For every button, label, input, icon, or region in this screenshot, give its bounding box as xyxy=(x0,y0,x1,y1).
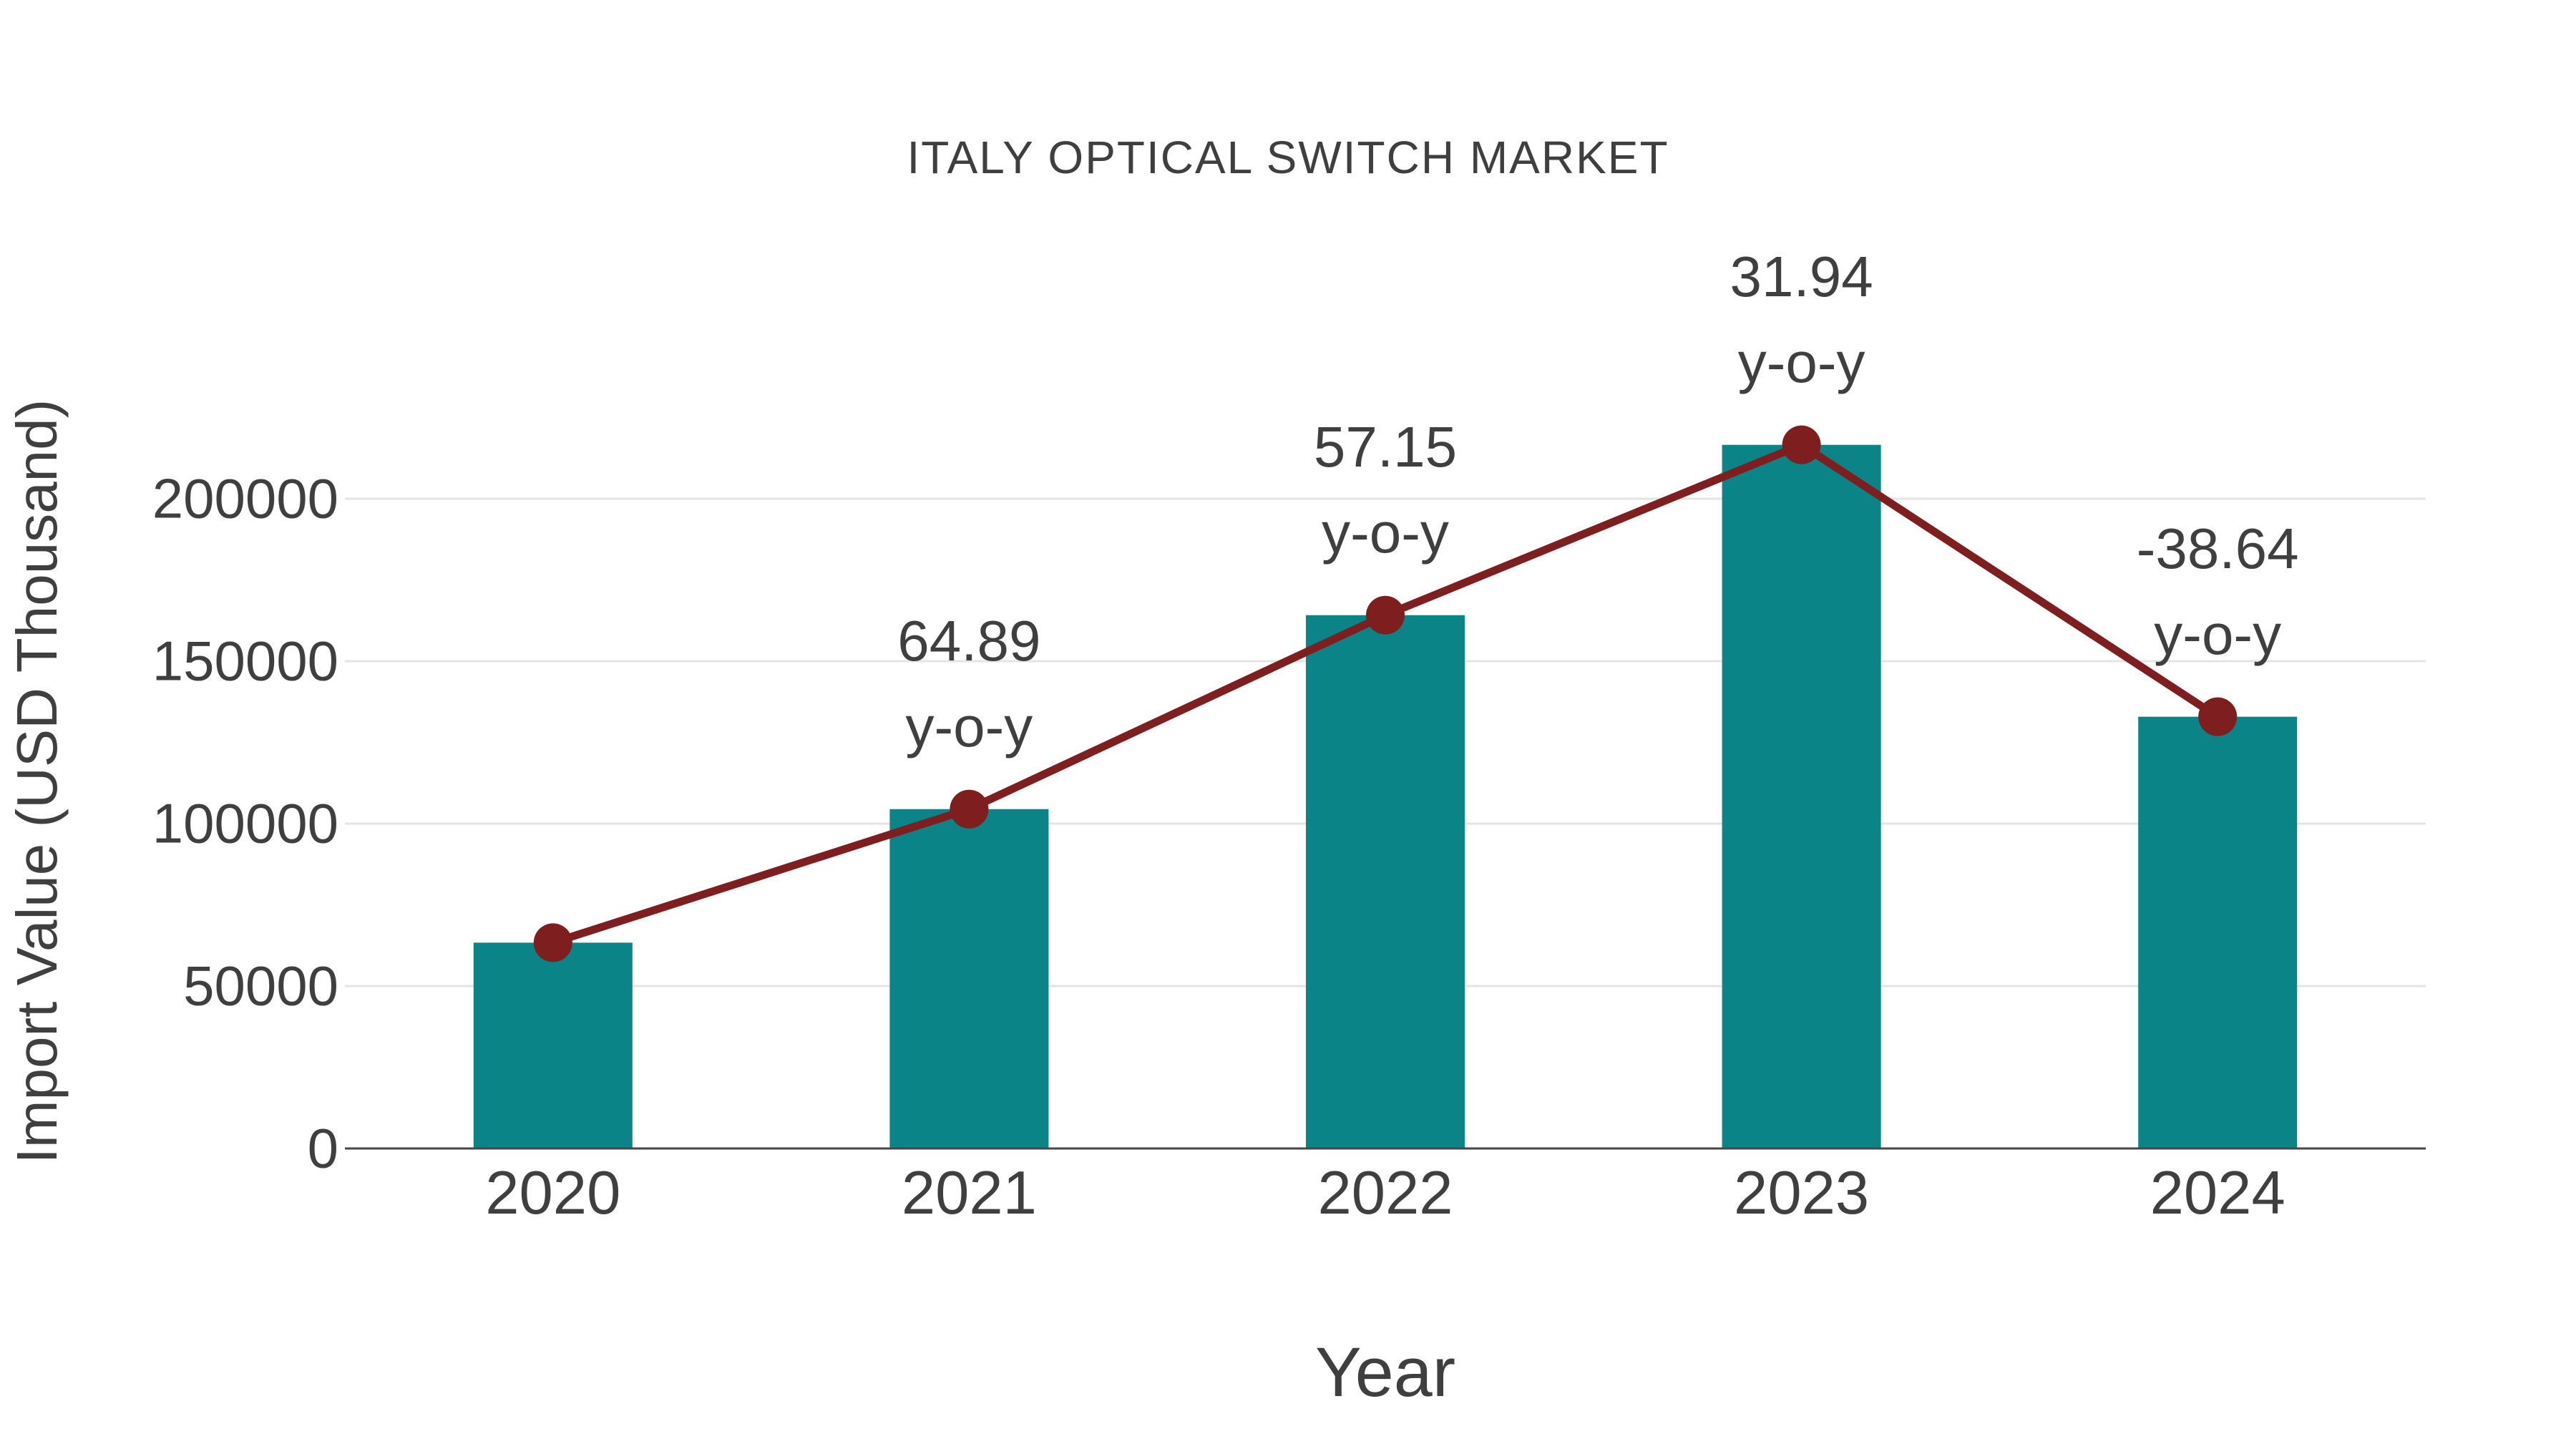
annotation-value-2024: -38.64 xyxy=(2136,516,2299,580)
x-tick-2020: 2020 xyxy=(485,1159,621,1227)
x-axis-title: Year xyxy=(1315,1333,1455,1411)
bar-2022[interactable] xyxy=(1306,615,1465,1148)
annotation-value-2023: 31.94 xyxy=(1729,244,1873,308)
x-tick-2022: 2022 xyxy=(1317,1159,1453,1227)
x-tick-2024: 2024 xyxy=(2150,1159,2285,1227)
annotation-unit-2023: y-o-y xyxy=(1737,330,1865,394)
annotation-value-2021: 64.89 xyxy=(897,608,1041,673)
bar-2020[interactable] xyxy=(473,942,633,1148)
y-tick-50000: 50000 xyxy=(183,954,338,1018)
marker-2024[interactable] xyxy=(2198,697,2238,736)
marker-2022[interactable] xyxy=(1366,595,1405,635)
y-tick-150000: 150000 xyxy=(152,629,338,693)
y-tick-0: 0 xyxy=(307,1116,338,1180)
bar-2021[interactable] xyxy=(889,809,1049,1148)
bar-2023[interactable] xyxy=(1722,444,1881,1148)
y-tick-200000: 200000 xyxy=(152,467,338,530)
x-tick-2021: 2021 xyxy=(901,1159,1037,1227)
annotation-unit-2021: y-o-y xyxy=(905,694,1033,758)
bar-2024[interactable] xyxy=(2138,716,2298,1148)
annotation-unit-2022: y-o-y xyxy=(1322,500,1449,565)
marker-2020[interactable] xyxy=(533,923,572,962)
annotation-value-2022: 57.15 xyxy=(1313,414,1458,479)
marker-2021[interactable] xyxy=(950,789,989,829)
x-tick-2023: 2023 xyxy=(1734,1159,1870,1227)
chart-title: ITALY OPTICAL SWITCH MARKET xyxy=(907,132,1669,183)
annotation-unit-2024: y-o-y xyxy=(2154,602,2282,666)
y-tick-100000: 100000 xyxy=(152,791,338,855)
marker-2023[interactable] xyxy=(1782,425,1821,464)
